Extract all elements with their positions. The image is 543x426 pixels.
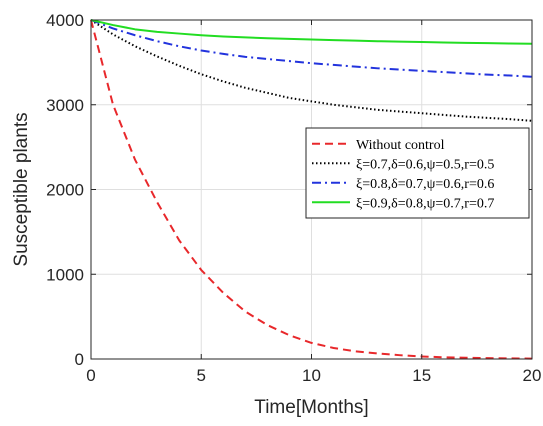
legend-label-2: ξ=0.7,δ=0.6,ψ=0.5,r=0.5 — [356, 157, 494, 172]
x-tick-label: 20 — [523, 366, 542, 385]
x-tick-label: 15 — [412, 366, 431, 385]
axis-ticks: 0 5 10 15 20 0 1000 2000 3000 4000 — [46, 11, 541, 385]
x-axis-label: Time[Months] — [254, 397, 368, 418]
legend-label-1: Without control — [356, 138, 445, 153]
x-tick-label: 10 — [302, 366, 321, 385]
y-tick-label: 3000 — [46, 96, 84, 115]
series-line-2 — [90, 19, 533, 122]
series-line-3 — [90, 19, 533, 78]
x-tick-label: 0 — [86, 366, 95, 385]
legend-label-3: ξ=0.8,δ=0.7,ψ=0.6,r=0.6 — [356, 177, 494, 192]
series-line-1 — [90, 19, 533, 360]
x-tick-label: 5 — [197, 366, 206, 385]
y-tick-label: 1000 — [46, 265, 84, 284]
y-axis-label: Susceptible plants — [11, 112, 32, 266]
y-tick-label: 2000 — [46, 181, 84, 200]
series-line-4 — [90, 19, 533, 45]
legend-label-4: ξ=0.9,δ=0.8,ψ=0.7,r=0.7 — [356, 196, 494, 211]
y-tick-label: 0 — [75, 350, 84, 369]
legend: Without control ξ=0.7,δ=0.6,ψ=0.5,r=0.5 ξ=… — [305, 127, 530, 219]
series-lines — [90, 19, 533, 360]
y-tick-label: 4000 — [46, 11, 84, 30]
